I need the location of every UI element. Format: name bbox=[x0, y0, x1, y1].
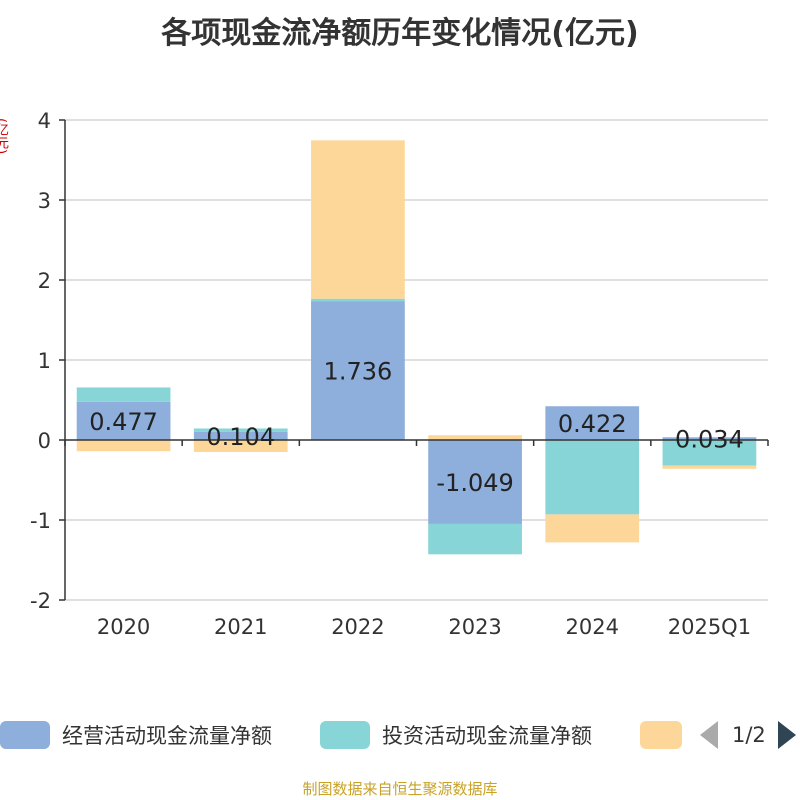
x-tick-label: 2023 bbox=[448, 615, 501, 639]
data-label: 1.736 bbox=[324, 358, 393, 386]
data-source-note: 制图数据来自恒生聚源数据库 bbox=[302, 780, 498, 798]
data-label: -1.049 bbox=[436, 469, 513, 497]
grid-lines bbox=[65, 119, 768, 601]
legend-prev-icon[interactable] bbox=[700, 721, 718, 749]
x-tick-label: 2022 bbox=[331, 615, 384, 639]
legend-label-operating: 经营活动现金流量净额 bbox=[62, 724, 272, 748]
legend-page-indicator: 1/2 bbox=[732, 723, 766, 747]
chart-title: 各项现金流净额历年变化情况(亿元) bbox=[161, 16, 639, 51]
legend-item-investing[interactable]: 投资活动现金流量净额 bbox=[320, 720, 592, 750]
bars bbox=[76, 140, 757, 555]
data-label: 0.477 bbox=[89, 408, 158, 436]
y-tick-label: 0 bbox=[38, 429, 51, 453]
bar-series1-2020[interactable] bbox=[76, 387, 171, 402]
bar-series0-2021[interactable] bbox=[193, 431, 288, 440]
y-tick-label: 3 bbox=[38, 189, 51, 213]
bar-series2-2025Q1[interactable] bbox=[662, 465, 757, 469]
bar-series2-2022[interactable] bbox=[311, 140, 405, 299]
legend-pager: 1/2 bbox=[700, 718, 796, 752]
x-tick-label: 2025Q1 bbox=[668, 615, 751, 639]
bar-series0-2023[interactable] bbox=[428, 440, 522, 524]
bar-series1-2021[interactable] bbox=[193, 428, 288, 432]
bar-series2-2023[interactable] bbox=[428, 435, 522, 440]
bar-series0-2025Q1[interactable] bbox=[662, 437, 757, 440]
legend-next-icon[interactable] bbox=[777, 721, 796, 749]
bar-series2-2020[interactable] bbox=[76, 440, 171, 452]
data-label: 0.034 bbox=[675, 426, 744, 454]
legend: 经营活动现金流量净额 投资活动现金流量净额 1/2 bbox=[0, 714, 800, 754]
bar-series2-2024[interactable] bbox=[545, 514, 640, 543]
bar-series1-2023[interactable] bbox=[428, 523, 522, 555]
bar-series0-2020[interactable] bbox=[76, 401, 171, 440]
y-tick-label: -1 bbox=[30, 509, 51, 533]
data-label: 0.104 bbox=[206, 423, 275, 451]
legend-swatch-financing bbox=[640, 721, 682, 749]
data-labels: 0.477 0.104 1.736 -1.049 0.422 0.034 bbox=[89, 358, 744, 497]
bar-series1-2025Q1[interactable] bbox=[662, 440, 757, 466]
legend-swatch-operating bbox=[0, 721, 50, 749]
bar-series1-2024[interactable] bbox=[545, 440, 640, 515]
bar-series0-2024[interactable] bbox=[545, 406, 640, 440]
x-tick-label: 2021 bbox=[214, 615, 267, 639]
bar-series0-2022[interactable] bbox=[311, 301, 405, 440]
legend-item-financing[interactable] bbox=[640, 720, 682, 750]
x-tick-label: 2020 bbox=[97, 615, 150, 639]
data-label: 0.422 bbox=[558, 410, 627, 438]
legend-item-operating[interactable]: 经营活动现金流量净额 bbox=[0, 720, 272, 750]
legend-label-investing: 投资活动现金流量净额 bbox=[382, 724, 592, 748]
x-tick-label: 2024 bbox=[566, 615, 619, 639]
axes: 4 3 2 1 0 -1 -2 2020 2021 2022 2023 2024 2025Q1 bbox=[30, 109, 769, 639]
y-tick-label: 2 bbox=[38, 269, 51, 293]
bar-series1-2022[interactable] bbox=[311, 298, 405, 302]
y-axis-unit: (亿元) bbox=[0, 118, 8, 155]
y-tick-label: 1 bbox=[38, 349, 51, 373]
chart-plot: 4 3 2 1 0 -1 -2 2020 2021 2022 2023 2024 2025Q1 0.47… bbox=[30, 109, 769, 639]
bar-series2-2021[interactable] bbox=[193, 440, 288, 452]
y-tick-label: -2 bbox=[30, 589, 51, 613]
legend-swatch-investing bbox=[320, 721, 370, 749]
y-tick-label: 4 bbox=[38, 109, 51, 133]
